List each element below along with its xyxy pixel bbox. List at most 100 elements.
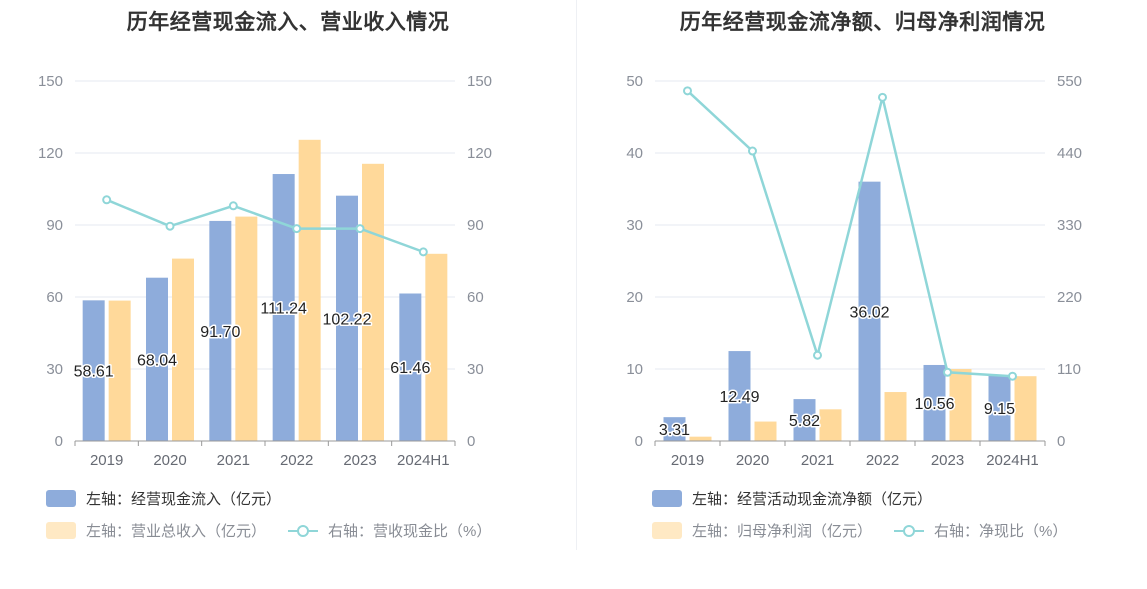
ratio-point-2 [748, 146, 757, 156]
ratio-point-3 [813, 350, 822, 360]
x-axis-tick-label: 2024H1 [986, 452, 1039, 469]
ratio-point-4 [878, 92, 887, 102]
bar-1-secondary [689, 436, 712, 441]
data-label: 91.70 [200, 324, 240, 341]
left-axis-tick-label: 30 [626, 217, 643, 234]
legend-swatch [652, 522, 682, 539]
legend-item-cash-inflow[interactable]: 左轴：经营现金流入（亿元） [46, 488, 281, 509]
ratio-line [106, 198, 424, 254]
data-label: 12.49 [719, 389, 759, 406]
left-axis-tick-label: 40 [626, 145, 643, 162]
x-axis-tick-label: 2019 [90, 452, 123, 469]
data-label: 102.22 [323, 311, 372, 328]
chart-panel-net-cashflow-profit: 历年经营现金流净额、归母净利润情况 0 10 20 30 40 50 0 110 220 330 4… [578, 0, 1147, 589]
left-axis-tick-label: 20 [626, 289, 643, 306]
bar-2-secondary [754, 421, 777, 441]
bar-5-secondary [949, 369, 972, 441]
chart-title: 历年经营现金流净额、归母净利润情况 [679, 11, 1046, 34]
bar-5-primary [923, 364, 946, 441]
bar-6-primary [988, 375, 1011, 441]
bar-3-primary [793, 399, 816, 441]
legend-label: 左轴：归母净利润（亿元） [692, 523, 873, 540]
legend-line-swatch [288, 522, 319, 539]
legend-item-revenue[interactable]: 左轴：营业总收入（亿元） [46, 520, 266, 541]
bar-5-primary [336, 195, 358, 441]
x-axis-tick-label: 2022 [280, 452, 313, 469]
chart-canvas: 0 30 60 90 120 150 0 30 60 90 120 150 2019 2020 2021 20… [38, 73, 492, 469]
bar-1-secondary [108, 300, 131, 441]
right-axis-tick-label: 60 [467, 289, 484, 306]
x-axis-tick-label: 2024H1 [397, 452, 450, 469]
left-axis-tick-label: 120 [38, 145, 63, 162]
legend-label: 右轴：营收现金比（%） [328, 523, 492, 540]
data-label: 58.61 [74, 364, 114, 381]
chart-panel-cashflow-revenue: 历年经营现金流入、营业收入情况 0 30 60 90 120 150 0 30 60 90 120 1… [38, 11, 513, 541]
ratio-point-5 [355, 224, 365, 234]
ratio-point-1 [683, 86, 692, 96]
left-axis-tick-label: 150 [38, 73, 63, 90]
legend-label: 左轴：营业总收入（亿元） [86, 523, 267, 540]
legend-label: 左轴：经营活动现金流净额（亿元） [692, 491, 933, 508]
left-axis-tick-label: 0 [55, 433, 63, 450]
x-axis-tick-label: 2020 [153, 452, 186, 469]
bar-6-secondary [425, 253, 448, 441]
ratio-point-3 [228, 201, 238, 211]
bar-3-secondary [235, 216, 258, 441]
left-axis-tick-label: 0 [635, 433, 643, 450]
right-axis-tick-label: 330 [1057, 217, 1082, 234]
left-axis-tick-label: 10 [626, 361, 643, 378]
right-axis-tick-label: 30 [467, 361, 484, 378]
data-label: 3.31 [659, 422, 690, 439]
bar-1-primary [663, 417, 686, 441]
bar-2-primary [728, 351, 751, 441]
legend-row-1: 左轴：经营活动现金流净额（亿元） [652, 488, 954, 509]
x-axis-tick-label: 2023 [931, 452, 964, 469]
data-label: 5.82 [789, 413, 820, 430]
legend-item-cash-ratio[interactable]: 右轴：营收现金比（%） [288, 520, 491, 541]
right-axis-tick-label: 0 [467, 433, 475, 450]
data-label: 61.46 [390, 360, 430, 377]
legend-item-net-profit[interactable]: 左轴：归母净利润（亿元） [652, 520, 872, 541]
bar-1-primary [82, 300, 105, 441]
legend-line-swatch [894, 522, 925, 539]
bar-6-secondary [1014, 376, 1037, 441]
left-axis-tick-label: 30 [46, 361, 63, 378]
left-axis-tick-label: 50 [626, 73, 643, 90]
x-axis-tick-label: 2019 [671, 452, 704, 469]
data-label: 111.24 [260, 301, 307, 318]
ratio-point-2 [165, 221, 175, 231]
ratio-point-6 [418, 247, 428, 257]
right-axis-tick-label: 110 [1057, 361, 1081, 378]
x-axis-tick-label: 2021 [217, 452, 250, 469]
data-label: 68.04 [137, 352, 177, 369]
right-axis-tick-label: 120 [467, 145, 492, 162]
chart-canvas: 0 10 20 30 40 50 0 110 220 330 440 550 2019 2020 2021 2… [626, 73, 1082, 469]
chart-title: 历年经营现金流入、营业收入情况 [126, 11, 450, 34]
legend-row-1: 左轴：经营现金流入（亿元） [46, 488, 303, 509]
bar-2-secondary [172, 258, 194, 441]
data-label: 9.15 [984, 401, 1015, 418]
right-axis-tick-label: 440 [1057, 145, 1082, 162]
x-axis-tick-label: 2020 [736, 452, 769, 469]
legend-swatch [46, 490, 76, 507]
right-axis-tick-label: 220 [1057, 289, 1082, 306]
right-axis-tick-label: 0 [1057, 433, 1065, 450]
legend-swatch [46, 522, 76, 539]
legend-row-2: 左轴：营业总收入（亿元） 右轴：营收现金比（%） [46, 520, 513, 541]
legend-item-net-cash-ratio[interactable]: 右轴：净现比（%） [894, 520, 1067, 541]
bar-5-secondary [362, 163, 384, 442]
ratio-line [686, 89, 1013, 378]
bar-4-secondary [884, 392, 907, 441]
ratio-point-4 [292, 224, 302, 234]
legend-item-net-cashflow[interactable]: 左轴：经营活动现金流净额（亿元） [652, 488, 932, 509]
x-axis-tick-label: 2023 [343, 452, 376, 469]
bar-3-primary [209, 220, 232, 441]
bar-6-primary [399, 293, 422, 441]
legend-label: 左轴：经营现金流入（亿元） [86, 491, 282, 508]
bar-3-secondary [819, 409, 842, 441]
legend-row-2: 左轴：归母净利润（亿元） 右轴：净现比（%） [652, 520, 1089, 541]
legend-label: 右轴：净现比（%） [934, 523, 1068, 540]
x-axis-tick-label: 2021 [801, 452, 834, 469]
bar-4-primary [272, 174, 295, 442]
